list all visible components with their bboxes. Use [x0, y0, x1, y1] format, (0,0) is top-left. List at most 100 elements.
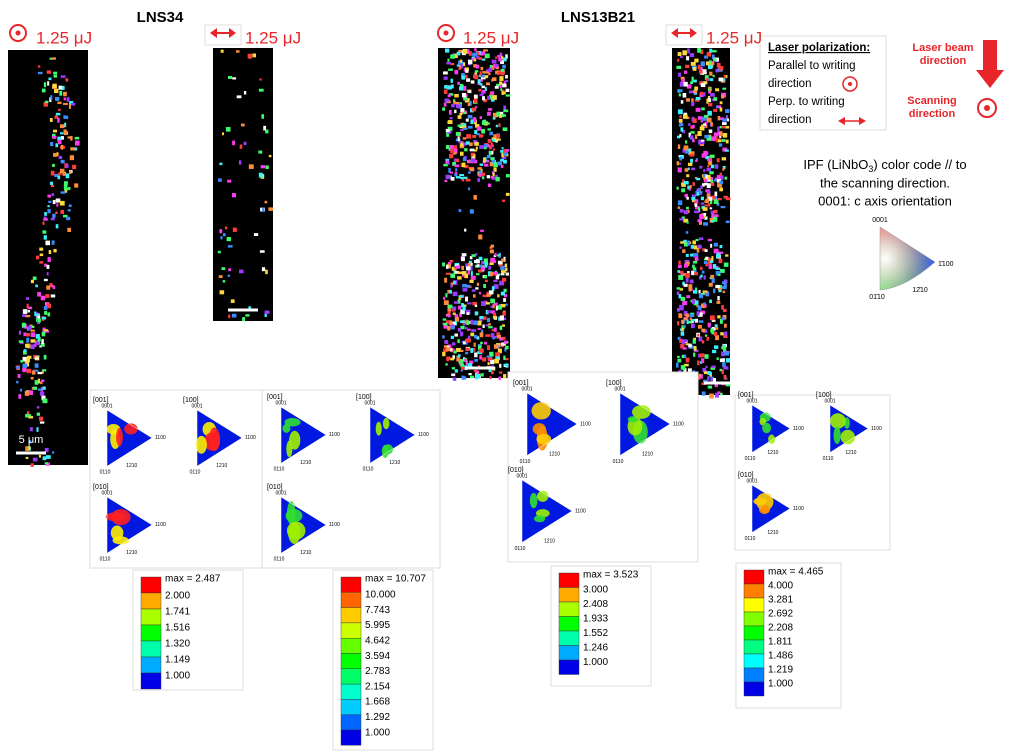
grain [449, 117, 453, 120]
grain [476, 258, 480, 264]
grain [485, 324, 490, 327]
micrograph [438, 48, 511, 381]
grain [683, 239, 687, 243]
grain [443, 348, 448, 353]
grain [63, 183, 68, 189]
grain [227, 179, 232, 183]
grain [477, 79, 481, 84]
grain [705, 365, 708, 369]
grain [462, 157, 467, 162]
grain [448, 68, 453, 71]
grain [476, 282, 480, 286]
grain [243, 141, 247, 146]
grain [473, 294, 476, 298]
color-swatch [558, 587, 580, 603]
grain [471, 347, 476, 352]
grain [709, 315, 715, 321]
grain [493, 134, 497, 138]
grain [692, 339, 696, 344]
grain [464, 274, 468, 279]
grain [688, 123, 691, 126]
grain [475, 253, 478, 256]
grain [697, 360, 700, 366]
grain [720, 205, 726, 209]
grain [258, 88, 264, 92]
grain [38, 454, 41, 458]
grain [227, 76, 233, 79]
color-swatch [743, 653, 765, 669]
grain [42, 386, 46, 390]
grain [480, 52, 484, 56]
density-blob [768, 434, 776, 444]
grain [232, 140, 236, 146]
grain [460, 331, 464, 337]
grain [681, 182, 686, 187]
color-swatch [340, 668, 362, 685]
grain [700, 292, 705, 296]
grain [682, 130, 686, 134]
grain [478, 256, 483, 261]
grain [461, 303, 465, 307]
pole-triangle [370, 407, 415, 464]
pole-label: 0110 [613, 459, 624, 465]
grain [705, 176, 711, 180]
grain [43, 235, 47, 240]
pole-outline [196, 409, 243, 467]
grain [690, 319, 696, 322]
grain [724, 323, 727, 328]
grain [499, 111, 504, 115]
grain [490, 142, 493, 147]
grain [681, 216, 685, 220]
grain [713, 199, 719, 204]
scale-label: 1.668 [365, 697, 390, 708]
grain [460, 363, 465, 368]
grain [502, 127, 508, 131]
grain [465, 361, 468, 366]
grain [464, 338, 469, 343]
color-swatch [743, 583, 765, 599]
grain [718, 258, 723, 264]
grain [718, 77, 723, 82]
grain [711, 195, 716, 201]
grain [683, 310, 688, 315]
grain [73, 147, 78, 151]
grain [442, 262, 446, 267]
grain [699, 353, 705, 358]
grain [462, 137, 467, 140]
pole-figure [280, 406, 327, 464]
grain [707, 174, 711, 177]
grain [691, 245, 695, 249]
grain [682, 273, 686, 276]
grain [712, 264, 717, 269]
grain [683, 81, 688, 87]
grain [719, 180, 724, 185]
grain [691, 319, 694, 323]
grain [445, 320, 450, 324]
color-swatch [743, 639, 765, 655]
grain [36, 406, 40, 409]
grain [20, 359, 23, 363]
arrow-symbol [838, 117, 866, 125]
grain [63, 91, 67, 97]
grain [678, 123, 681, 127]
grain [479, 355, 482, 360]
grain [499, 280, 505, 286]
grain [465, 141, 470, 145]
grain [697, 219, 702, 223]
grain [232, 227, 237, 232]
grain [49, 181, 54, 186]
grain [59, 124, 65, 129]
grain [500, 158, 504, 162]
grain [68, 204, 72, 207]
grain [450, 335, 454, 340]
grain [713, 210, 718, 214]
grain [696, 192, 700, 196]
grain [676, 307, 680, 312]
color-swatch [340, 607, 362, 624]
grain [53, 129, 58, 133]
legend-text: direction [768, 114, 811, 126]
grain [691, 299, 695, 304]
grain [698, 289, 701, 294]
grain [72, 164, 77, 170]
grain [703, 124, 706, 128]
